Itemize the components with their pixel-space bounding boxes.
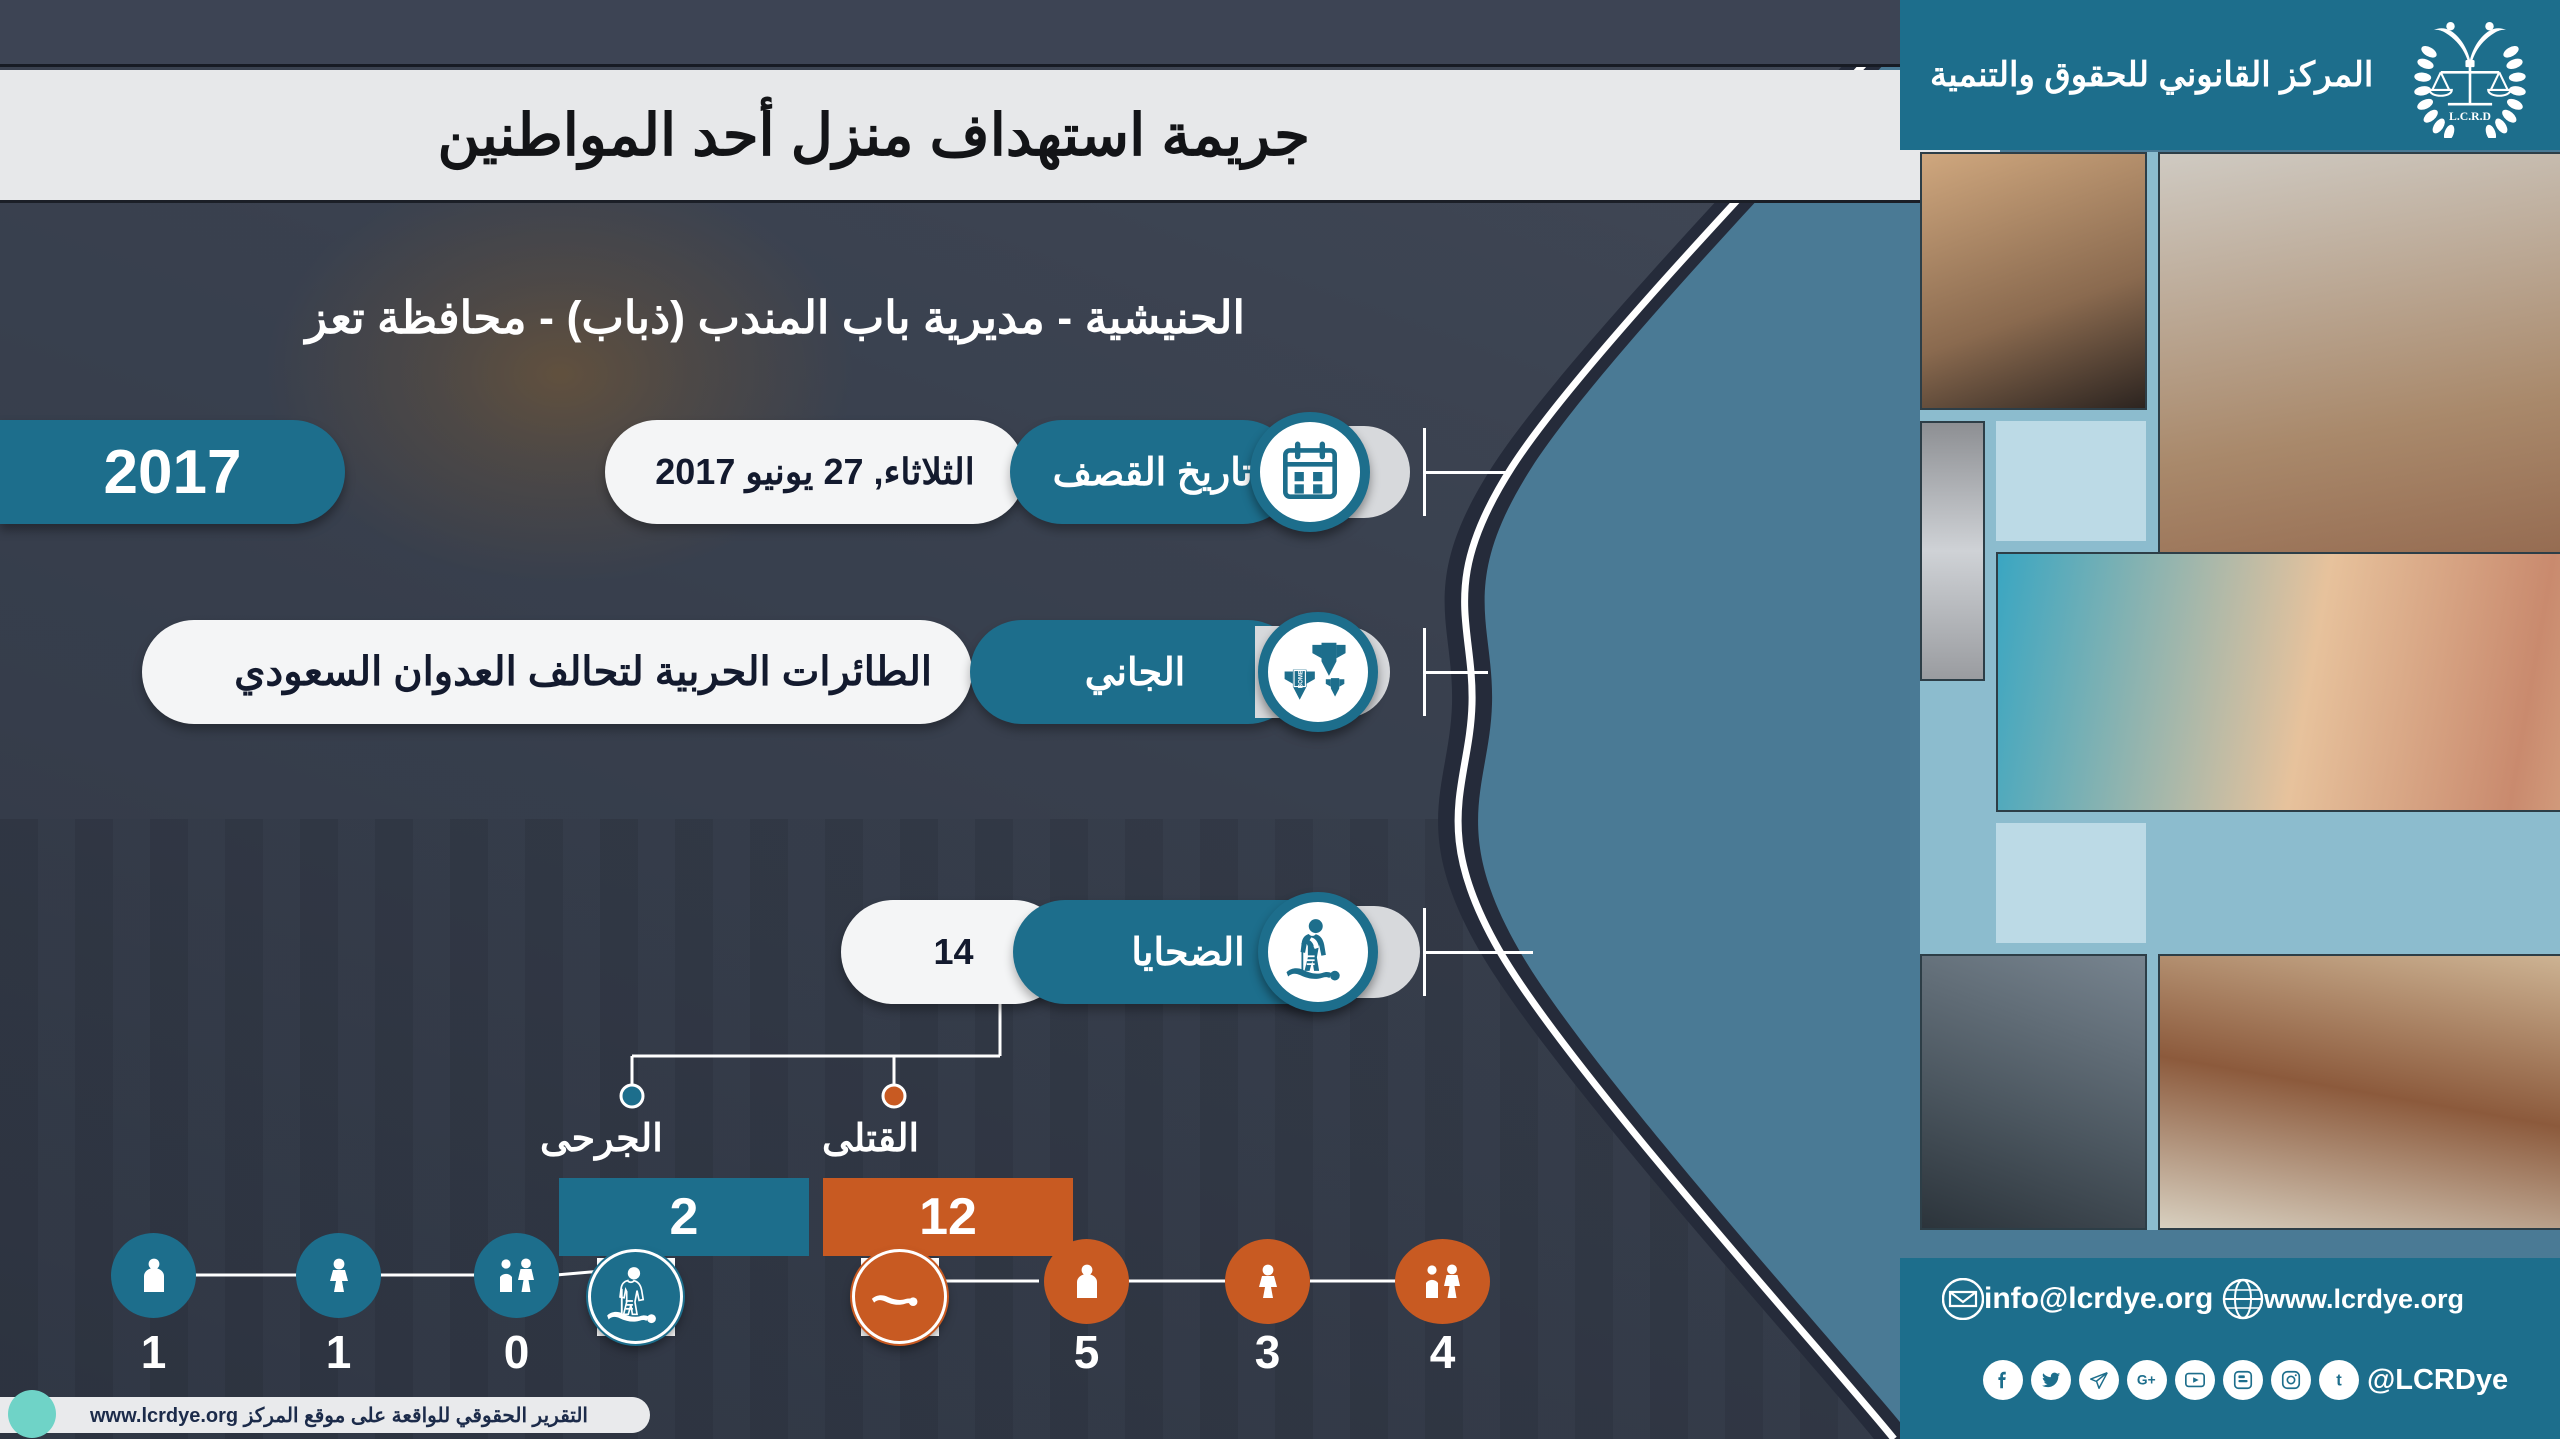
svg-text:G+: G+ <box>2137 1373 2156 1388</box>
svg-text:t: t <box>2336 1372 2342 1390</box>
svg-text:BOMB: BOMB <box>1299 669 1305 688</box>
